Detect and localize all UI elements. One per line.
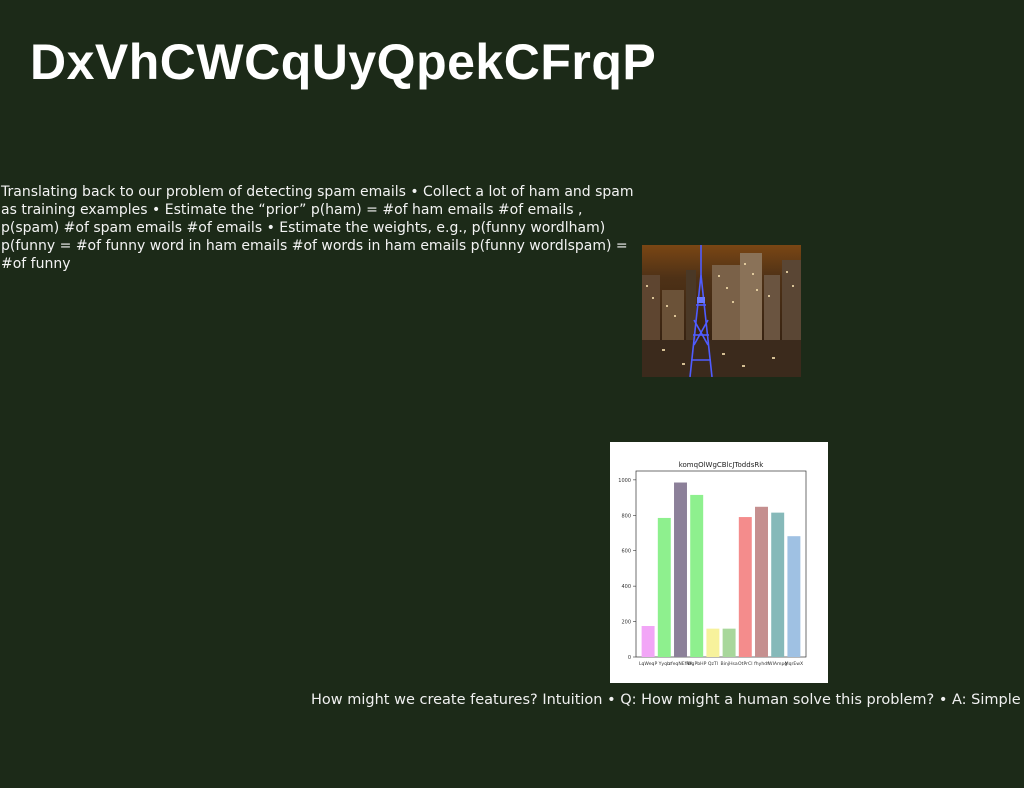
- bar: [657, 517, 671, 657]
- bar: [641, 626, 655, 657]
- bar: [771, 512, 785, 657]
- x-tick-label: LqWeqP: [639, 661, 657, 667]
- bar-chart: komqOlWgCBlcJToddsRk 0 200 400 600 800 1000 L…: [610, 442, 828, 683]
- bar-chart-svg: komqOlWgCBlcJToddsRk 0 200 400 600 800 1000 L…: [618, 461, 807, 667]
- bar: [722, 628, 736, 657]
- y-tick-label: 1000: [618, 478, 631, 484]
- x-tick-label: zfeqNEfRA: [669, 661, 694, 667]
- y-tick-label: 0: [628, 655, 631, 661]
- x-tick-label: QzTl: [708, 661, 718, 667]
- x-tick-label: WlAmpg: [768, 661, 787, 667]
- bar: [738, 517, 752, 657]
- x-tick-label: fhyhdf: [754, 661, 769, 667]
- x-tick-label: MqrEwX: [785, 661, 804, 667]
- x-tick-label: BinjHsa: [720, 661, 737, 667]
- y-tick-label: 800: [621, 513, 631, 519]
- bar: [787, 536, 801, 657]
- y-tick-label: 400: [621, 584, 631, 590]
- bar: [690, 494, 704, 657]
- city-tower-photo-svg: [642, 245, 801, 377]
- slide-body-text: Translating back to our problem of detec…: [1, 184, 634, 272]
- y-tick-label: 600: [621, 549, 631, 555]
- chart-bars: [641, 482, 801, 657]
- chart-axes: 0 200 400 600 800 1000: [618, 470, 807, 661]
- y-tick-label: 200: [621, 620, 631, 626]
- chart-title: komqOlWgCBlcJToddsRk: [679, 461, 764, 469]
- slide-title: DxVhCWCqUyQpekCFrqP: [30, 34, 657, 90]
- bar: [674, 482, 687, 657]
- x-tick-label: WgPbHP: [687, 661, 707, 667]
- slide-caption: How might we create features? Intuition …: [311, 692, 1021, 708]
- city-tower-photo: [642, 245, 801, 377]
- bar: [706, 628, 720, 657]
- x-tick-label: Yyqb: [658, 661, 670, 667]
- bar: [755, 506, 768, 657]
- chart-plot-frame: [635, 470, 807, 658]
- x-tick-label: OtPrCl: [738, 661, 752, 667]
